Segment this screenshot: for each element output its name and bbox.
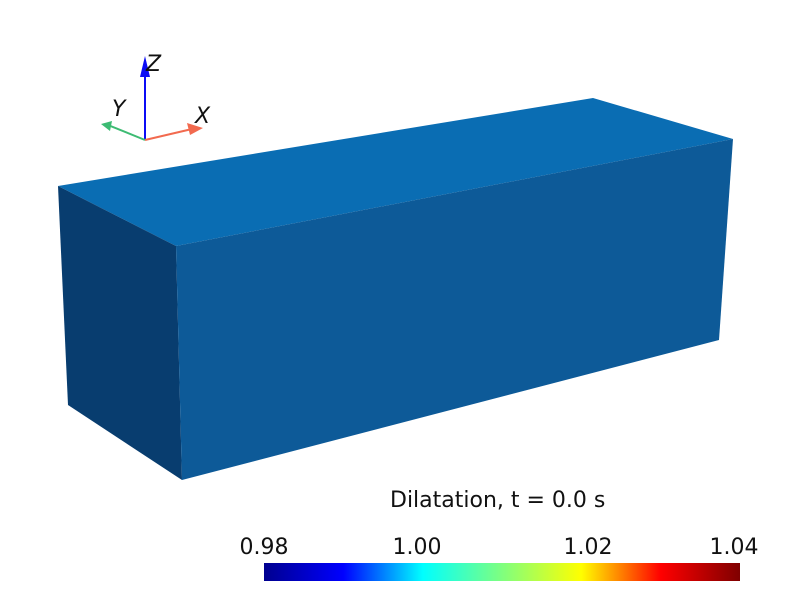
x-axis-label: X: [194, 104, 211, 129]
z-axis-arrowhead: [140, 56, 150, 77]
colorbar-tick-2: 1.02: [563, 535, 613, 560]
box-side-face: [58, 186, 182, 480]
x-axis-arrowhead: [187, 123, 203, 135]
box-front-face: [176, 139, 733, 480]
colorbar-title: Dilatation, t = 0.0 s: [390, 488, 606, 513]
y-axis-line: [107, 124, 146, 141]
y-axis-label: Y: [112, 97, 127, 122]
box-mesh: [58, 98, 733, 480]
colorbar-tick-1: 1.00: [392, 535, 442, 560]
colorbar-gradient: [264, 563, 740, 581]
z-axis-label: Z: [145, 52, 162, 77]
orientation-axes-widget: Z X Y: [101, 52, 211, 141]
box-top-face: [58, 98, 733, 246]
y-axis-arrowhead: [101, 121, 112, 131]
x-axis-line: [144, 128, 193, 141]
colorbar-tick-0: 0.98: [239, 535, 289, 560]
colorbar-tick-3: 1.04: [709, 535, 759, 560]
